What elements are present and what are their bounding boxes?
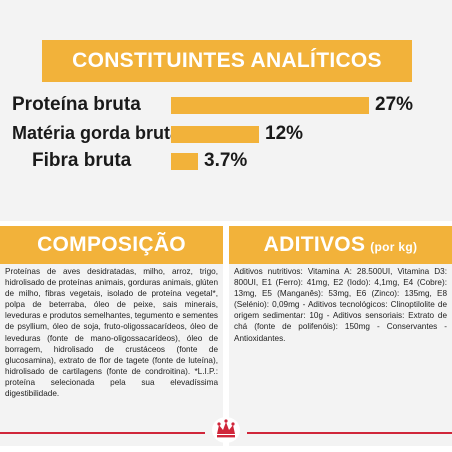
- bar-fiber: [171, 153, 198, 170]
- additives-text: Aditivos nutritivos: Vitamina A: 28.500U…: [234, 267, 447, 343]
- analytical-title: CONSTITUINTES ANALÍTICOS: [42, 40, 412, 82]
- composition-text: Proteínas de aves desidratadas, milho, a…: [5, 267, 219, 399]
- row-label-fiber: Fibra bruta: [32, 150, 132, 171]
- row-value-fat: 12%: [265, 123, 304, 144]
- additives-title-banner: ADITIVOS (por kg): [229, 226, 452, 264]
- brand-line-left: [0, 432, 205, 434]
- bottom-strip: [0, 446, 452, 452]
- row-value-fiber: 3.7%: [204, 150, 248, 171]
- bar-fat: [171, 126, 259, 143]
- bar-protein: [171, 97, 369, 114]
- row-label-protein: Proteína bruta: [12, 94, 141, 115]
- composition-title: COMPOSIÇÃO: [0, 226, 223, 264]
- row-label-fat: Matéria gorda bruta: [12, 123, 181, 143]
- additives-subtitle: (por kg): [370, 240, 418, 254]
- royal-canin-crown-icon: [212, 417, 240, 443]
- brand-line-right: [247, 432, 452, 434]
- additives-title: ADITIVOS: [263, 233, 366, 256]
- row-value-protein: 27%: [375, 94, 414, 115]
